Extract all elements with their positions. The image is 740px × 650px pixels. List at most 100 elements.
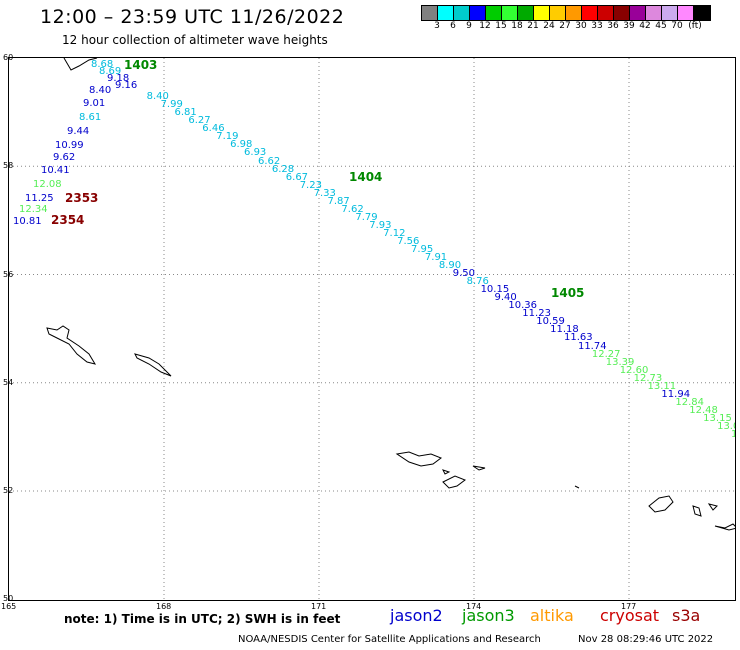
wave-height-value: 7.23 bbox=[299, 179, 322, 191]
wave-height-value: 7.91 bbox=[424, 252, 448, 264]
legend-swatch bbox=[614, 6, 630, 20]
pass-time-label: 2353 bbox=[65, 191, 99, 205]
longitude-label: 171 bbox=[311, 602, 327, 611]
wave-height-value: 10.99 bbox=[55, 140, 84, 151]
wave-height-value: 13.02 bbox=[717, 420, 735, 432]
coastline bbox=[574, 485, 580, 489]
latitude-label: 54 bbox=[3, 377, 14, 387]
wave-height-value: 7.19 bbox=[216, 131, 239, 143]
wave-height-value: 13.11 bbox=[647, 380, 677, 392]
color-scale-legend bbox=[421, 5, 711, 21]
legend-swatch bbox=[694, 6, 710, 20]
legend-label: 21 bbox=[527, 21, 539, 31]
coastline bbox=[442, 469, 451, 475]
wave-height-value: 13.39 bbox=[605, 356, 635, 368]
coastline bbox=[134, 353, 172, 377]
wave-height-value: 10.15 bbox=[480, 284, 510, 296]
satellite-label-altika: altika bbox=[530, 606, 574, 625]
wave-height-value: 11.25 bbox=[25, 193, 54, 204]
legend-swatch bbox=[534, 6, 550, 20]
wave-height-value: 9.44 bbox=[67, 126, 90, 137]
wave-height-value: 6.27 bbox=[188, 115, 211, 127]
legend-label: 42 bbox=[639, 21, 651, 31]
page-subtitle: 12 hour collection of altimeter wave hei… bbox=[62, 33, 328, 47]
wave-height-value: 6.81 bbox=[174, 107, 197, 119]
wave-height-value: 8.40 bbox=[146, 91, 169, 103]
wave-height-value: 7.12 bbox=[383, 227, 406, 239]
wave-height-value: 12 bbox=[731, 430, 735, 440]
wave-height-value: 12.84 bbox=[675, 396, 704, 408]
wave-height-value: 12.48 bbox=[689, 404, 718, 416]
legend-label: 30 bbox=[575, 21, 587, 31]
wave-height-value: 7.93 bbox=[369, 219, 392, 231]
page-title: 12:00 – 23:59 UTC 11/26/2022 bbox=[40, 6, 345, 28]
legend-label: 36 bbox=[607, 21, 619, 31]
latitude-label: 52 bbox=[3, 486, 14, 496]
wave-height-value: 12.73 bbox=[633, 372, 663, 384]
legend-unit: (ft) bbox=[688, 21, 702, 31]
coastline bbox=[707, 503, 718, 511]
legend-label: 18 bbox=[511, 21, 523, 31]
legend-label: 3 bbox=[434, 21, 440, 31]
wave-height-value: 8.68 bbox=[91, 59, 114, 70]
legend-label: 70 bbox=[671, 21, 683, 31]
color-scale-labels: 3 6 9 12 15 18 21 24 27 30 33 36 39 42 45 70 (ft) bbox=[421, 21, 731, 33]
coastline bbox=[63, 58, 98, 71]
wave-height-value: 7.87 bbox=[327, 195, 350, 207]
pass-time-label: 1404 bbox=[349, 170, 383, 184]
coastline bbox=[472, 465, 486, 471]
wave-height-value: 9.62 bbox=[53, 152, 76, 163]
wave-height-value: 13.15 bbox=[703, 412, 732, 424]
legend-swatch bbox=[486, 6, 502, 20]
wave-height-value: 8.61 bbox=[79, 112, 102, 123]
wave-height-value: 11.74 bbox=[577, 340, 607, 352]
wave-height-value: 12.08 bbox=[33, 179, 62, 190]
longitude-label: 165 bbox=[1, 602, 17, 611]
legend-label: 33 bbox=[591, 21, 603, 31]
legend-swatch bbox=[502, 6, 518, 20]
legend-swatch bbox=[598, 6, 614, 20]
wave-height-value: 8.40 bbox=[89, 85, 112, 96]
wave-height-value: 12.60 bbox=[619, 364, 649, 376]
map-panel: 8.68 8.69 9.18 9.16 8.40 7.99 6.81 6.27 6.46 7.19… bbox=[8, 57, 736, 601]
wave-height-value: 12.27 bbox=[591, 348, 621, 360]
wave-height-value: 9.40 bbox=[494, 292, 517, 304]
wave-height-value: 7.99 bbox=[160, 99, 183, 111]
footnote: note: 1) Time is in UTC; 2) SWH is in fe… bbox=[64, 612, 341, 626]
legend-label: 45 bbox=[655, 21, 667, 31]
wave-height-value: 7.79 bbox=[355, 211, 378, 223]
legend-swatch bbox=[678, 6, 694, 20]
wave-height-value: 7.62 bbox=[341, 203, 364, 215]
wave-height-value: 11.63 bbox=[564, 332, 593, 344]
wave-height-value: 6.46 bbox=[202, 123, 225, 135]
legend-swatch bbox=[518, 6, 534, 20]
legend-label: 6 bbox=[450, 21, 456, 31]
coastline bbox=[395, 451, 443, 467]
satellite-label-jason3: jason3 bbox=[462, 606, 515, 625]
legend-label: 24 bbox=[543, 21, 555, 31]
satellite-label-cryosat: cryosat bbox=[600, 606, 660, 625]
legend-swatch bbox=[582, 6, 598, 20]
wave-height-value: 9.50 bbox=[452, 268, 475, 280]
legend-swatch bbox=[422, 6, 438, 20]
latitude-label: 60 bbox=[3, 53, 14, 62]
coastline bbox=[46, 325, 97, 365]
legend-swatch bbox=[566, 6, 582, 20]
wave-height-value: 11.94 bbox=[661, 388, 691, 400]
pass-time-label: 1405 bbox=[551, 286, 585, 300]
wave-height-value: 7.95 bbox=[411, 244, 434, 255]
satellite-label-s3a: s3a bbox=[672, 606, 701, 625]
pass-time-label: 2354 bbox=[51, 213, 85, 227]
footer-timestamp: Nov 28 08:29:46 UTC 2022 bbox=[578, 634, 714, 645]
legend-label: 15 bbox=[495, 21, 507, 31]
wave-height-value: 10.36 bbox=[508, 300, 538, 312]
wave-height-value: 8.76 bbox=[466, 276, 489, 288]
wave-height-value: 6.93 bbox=[244, 147, 267, 159]
legend-swatch bbox=[646, 6, 662, 20]
wave-height-value: 6.28 bbox=[271, 163, 295, 175]
coastline bbox=[692, 505, 702, 517]
satellite-label-jason2: jason2 bbox=[390, 606, 443, 625]
wave-height-value: 9.01 bbox=[83, 98, 106, 109]
latitude-label: 56 bbox=[3, 269, 14, 279]
coastline bbox=[442, 475, 467, 489]
